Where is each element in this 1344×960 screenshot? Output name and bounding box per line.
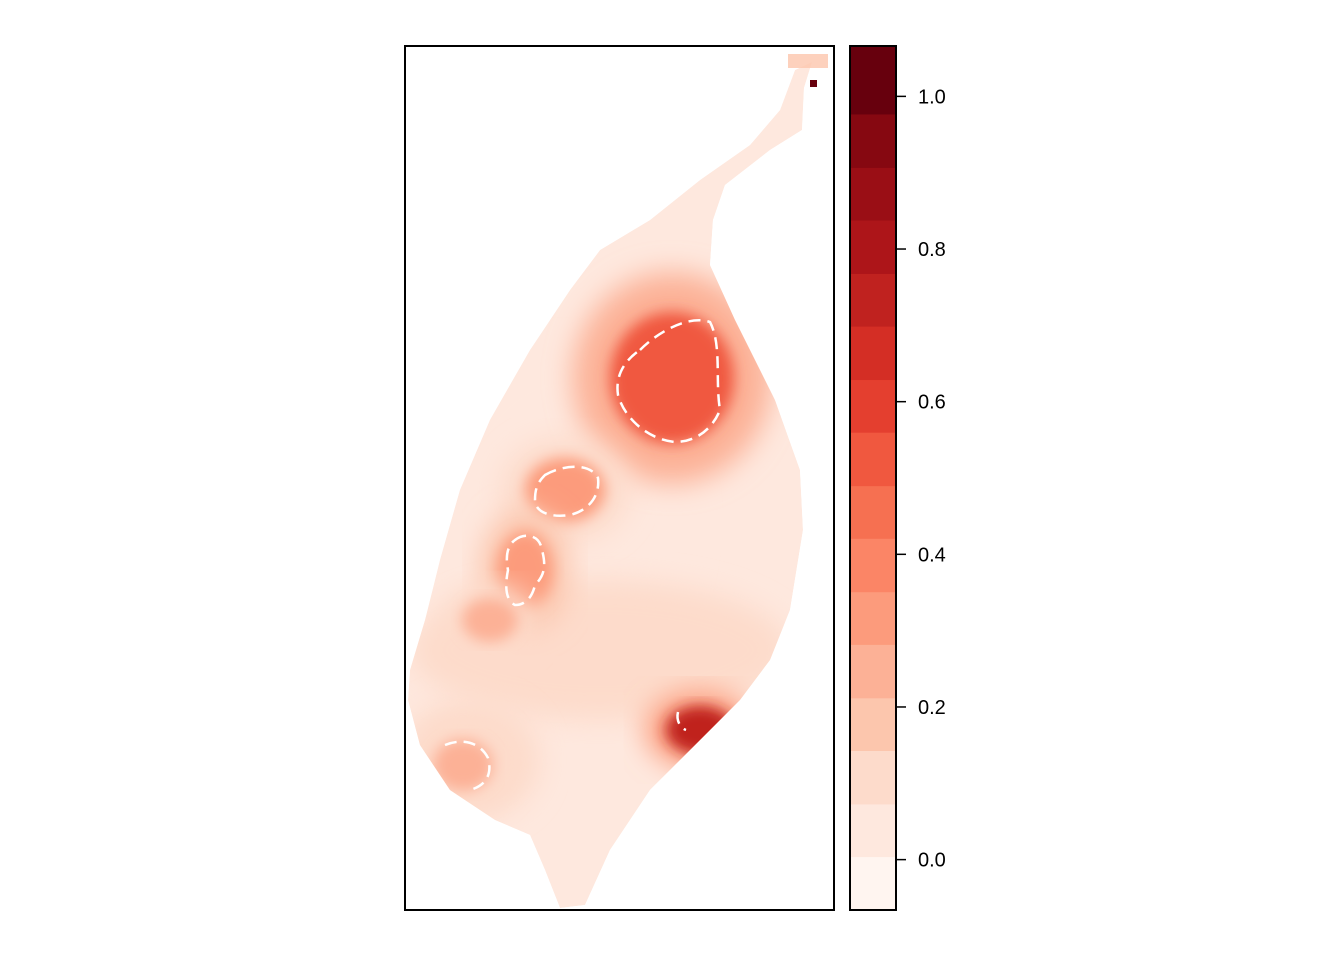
colorbar [850, 46, 896, 911]
hotspot-strip [788, 54, 828, 68]
colorbar-bin [850, 167, 896, 221]
contour-line [533, 465, 600, 517]
colorbar-bin [850, 750, 896, 805]
colorbar-bin [850, 697, 896, 751]
colorbar-tick-label: 0.6 [918, 392, 946, 414]
colorbar-tick-label: 0.0 [918, 850, 946, 872]
colorbar-bin [850, 273, 896, 327]
colorbar-bin [850, 803, 896, 858]
hotspot [610, 312, 734, 444]
colorbar-ticks: 0.0 0.2 0.4 0.6 0.8 1.0 [896, 86, 946, 872]
heatmap-field [408, 62, 812, 908]
colorbar-bin [850, 46, 896, 115]
colorbar-bin [850, 113, 896, 168]
contour-line [444, 740, 491, 792]
colorbar-tick-label: 0.2 [918, 697, 946, 719]
colorbar-bin [850, 220, 896, 274]
plot-area [408, 54, 828, 908]
colorbar-bin [850, 856, 896, 911]
colorbar-bin [850, 485, 896, 539]
colorbar-tick-label: 0.4 [918, 544, 946, 566]
colorbar-tick-label: 1.0 [918, 86, 946, 108]
colorbar-tick-label: 0.8 [918, 239, 946, 261]
hotspot [666, 706, 734, 754]
colorbar-bin [850, 432, 896, 487]
hotspot-point [810, 80, 817, 87]
hotspot [462, 598, 518, 642]
colorbar-bin [850, 591, 896, 645]
plot-frame [404, 45, 835, 911]
contour-line [676, 711, 687, 732]
colorbar-bin [850, 538, 896, 593]
colorbar-bin [850, 644, 896, 699]
colorbar-frame [849, 45, 897, 911]
hotspot [433, 739, 493, 791]
colorbar-bin [850, 379, 896, 433]
contour-line [616, 319, 722, 444]
colorbar-bin [850, 326, 896, 381]
